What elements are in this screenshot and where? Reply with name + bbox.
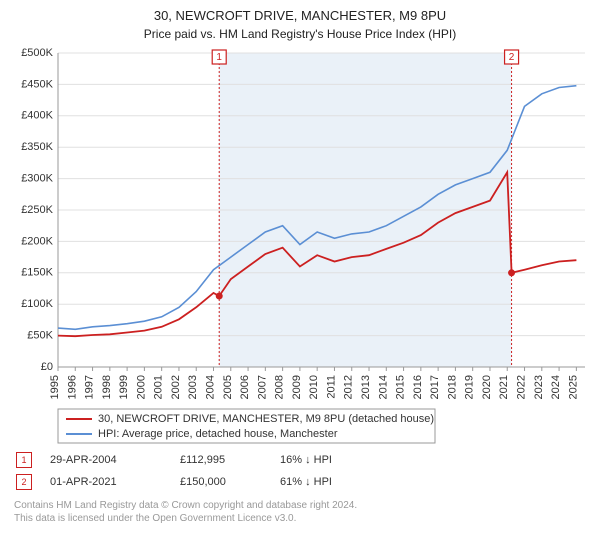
y-tick-label: £500K [21,47,53,59]
x-tick-label: 2008 [274,375,286,399]
x-tick-label: 2017 [429,375,441,399]
x-tick-label: 2001 [153,375,165,399]
sale-marker-1: 1 [16,452,32,468]
sale-row: 1 29-APR-2004 £112,995 16% ↓ HPI [10,449,590,471]
legend-label: HPI: Average price, detached house, Manc… [98,428,338,440]
x-tick-label: 2004 [205,375,217,399]
chart-area: £0 £50K £100K £150K £200K £250K £300K £350K £400… [10,47,590,447]
x-tick-label: 1995 [49,375,61,399]
x-tick-label: 2022 [516,375,528,399]
y-tick-label: £50K [27,329,53,341]
x-tick-label: 2019 [464,375,476,399]
x-tick-label: 2012 [343,375,355,399]
sale-price: £112,995 [180,454,280,466]
x-tick-label: 2018 [446,375,458,399]
y-tick-label: £0 [41,361,53,373]
x-tick-label: 2010 [308,375,320,399]
y-tick-label: £100K [21,298,53,310]
sales-table: 1 29-APR-2004 £112,995 16% ↓ HPI 2 01-AP… [10,449,590,493]
x-tick-label: 2020 [481,375,493,399]
x-tick-label: 2007 [256,375,268,399]
legend-label: 30, NEWCROFT DRIVE, MANCHESTER, M9 8PU (… [98,413,434,425]
sale-price: £150,000 [180,476,280,488]
x-tick-label: 2024 [550,375,562,399]
x-tick-label: 2002 [170,375,182,399]
x-tick-label: 2014 [377,375,389,399]
x-tick-label: 1998 [101,375,113,399]
y-tick-label: £150K [21,267,53,279]
x-tick-label: 2003 [187,375,199,399]
sale-point [216,292,223,299]
sale-date: 29-APR-2004 [50,454,180,466]
marker-number: 1 [216,52,222,63]
sale-pct: 16% ↓ HPI [280,454,400,466]
x-tick-label: 2013 [360,375,372,399]
x-tick-label: 2006 [239,375,251,399]
x-tick-label: 2016 [412,375,424,399]
x-tick-label: 2005 [222,375,234,399]
sale-marker-2: 2 [16,474,32,490]
x-tick-label: 2025 [567,375,579,399]
x-tick-label: 1997 [84,375,96,399]
x-tick-label: 2015 [395,375,407,399]
chart-title: 30, NEWCROFT DRIVE, MANCHESTER, M9 8PU [10,8,590,25]
marker-number: 2 [509,52,515,63]
y-tick-label: £450K [21,78,53,90]
attribution-line: This data is licensed under the Open Gov… [14,512,590,525]
sale-row: 2 01-APR-2021 £150,000 61% ↓ HPI [10,471,590,493]
x-tick-label: 2021 [498,375,510,399]
x-tick-label: 2011 [325,375,337,399]
y-tick-label: £250K [21,204,53,216]
x-tick-label: 2023 [533,375,545,399]
x-tick-label: 2000 [135,375,147,399]
sale-pct: 61% ↓ HPI [280,476,400,488]
y-tick-label: £200K [21,235,53,247]
y-tick-label: £350K [21,141,53,153]
sale-point [508,269,515,276]
sale-date: 01-APR-2021 [50,476,180,488]
chart-subtitle: Price paid vs. HM Land Registry's House … [10,27,590,41]
y-tick-label: £300K [21,172,53,184]
attribution: Contains HM Land Registry data © Crown c… [10,499,590,525]
attribution-line: Contains HM Land Registry data © Crown c… [14,499,590,512]
x-tick-label: 1996 [66,375,78,399]
x-tick-label: 2009 [291,375,303,399]
y-tick-label: £400K [21,110,53,122]
x-tick-label: 1999 [118,375,130,399]
